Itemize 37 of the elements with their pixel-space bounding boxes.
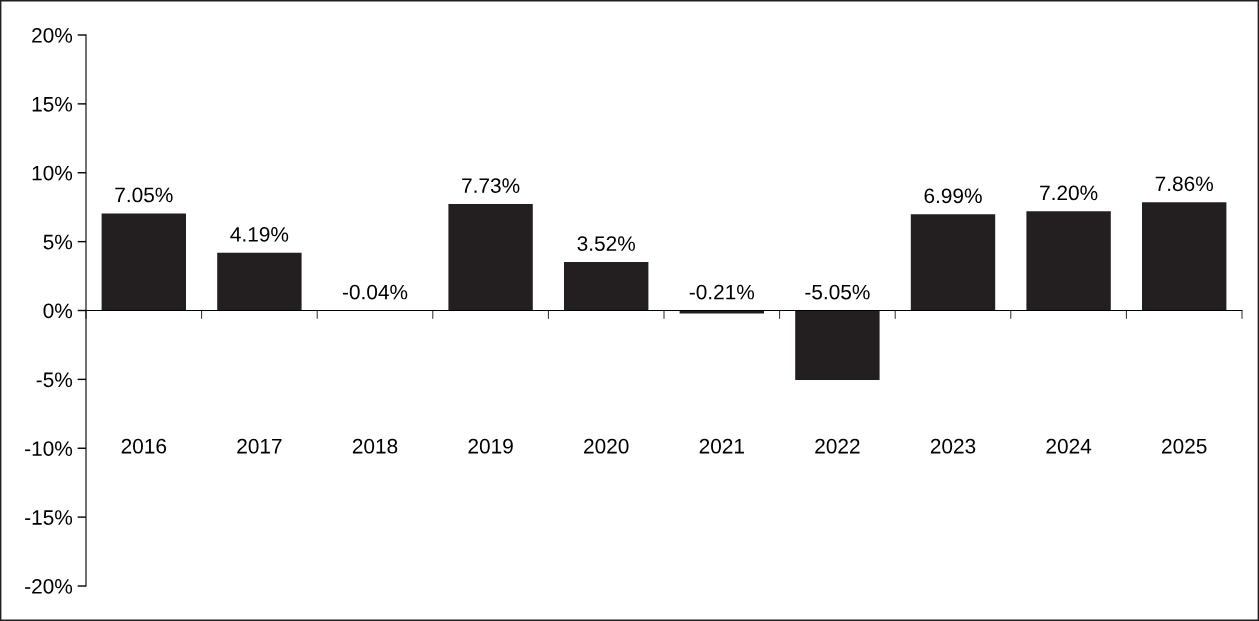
y-tick-label: -5% — [36, 372, 73, 388]
y-tick-label: 5% — [43, 234, 73, 250]
bar — [101, 213, 186, 311]
bar — [448, 204, 533, 311]
y-tick-label: 20% — [32, 28, 73, 43]
y-tick-label: 15% — [32, 96, 73, 112]
x-tick-label: 2024 — [1046, 438, 1092, 454]
x-tick-label: 2021 — [699, 438, 744, 454]
bar — [564, 262, 649, 311]
bar — [795, 310, 880, 381]
x-tick-label: 2019 — [468, 438, 513, 454]
x-tick-label: 2017 — [237, 438, 282, 454]
y-tick-label: -10% — [25, 441, 73, 456]
data-label: 3.52% — [577, 236, 635, 251]
data-label: 7.20% — [1040, 185, 1098, 201]
data-label: -5.05% — [805, 284, 870, 300]
x-tick-label: 2022 — [815, 438, 860, 454]
x-tick-label: 2023 — [930, 438, 976, 454]
data-label: 4.19% — [230, 226, 289, 242]
bar — [1142, 202, 1227, 311]
bar — [910, 214, 996, 311]
data-label: 6.99% — [924, 188, 982, 204]
data-label: -0.21% — [689, 284, 755, 300]
y-tick-label: 10% — [32, 165, 73, 181]
y-tick-label: 0% — [43, 303, 73, 319]
x-tick-label: 2016 — [121, 438, 167, 454]
x-tick-label: 2020 — [584, 438, 629, 454]
data-label: 7.73% — [462, 178, 520, 193]
data-label: 7.86% — [1155, 176, 1213, 192]
data-label: 7.05% — [115, 187, 173, 203]
bar — [1026, 211, 1111, 311]
x-tick-label: 2018 — [352, 438, 398, 454]
data-label: -0.04% — [342, 284, 408, 300]
bar — [217, 252, 302, 311]
x-tick-label: 2025 — [1162, 438, 1207, 454]
y-tick-label: -20% — [25, 579, 73, 594]
y-tick-label: -15% — [25, 510, 73, 525]
